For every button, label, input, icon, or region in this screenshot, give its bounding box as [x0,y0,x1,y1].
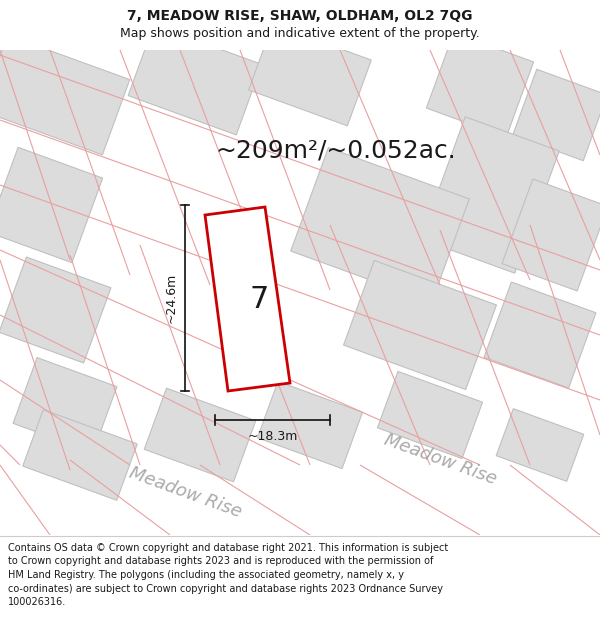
Text: ~209m²/~0.052ac.: ~209m²/~0.052ac. [215,138,456,162]
Text: Meadow Rise: Meadow Rise [381,431,499,489]
Polygon shape [344,261,496,389]
Polygon shape [128,25,262,135]
Polygon shape [496,409,584,481]
Polygon shape [291,148,469,302]
Text: 7, MEADOW RISE, SHAW, OLDHAM, OL2 7QG: 7, MEADOW RISE, SHAW, OLDHAM, OL2 7QG [127,9,473,23]
Text: Contains OS data © Crown copyright and database right 2021. This information is : Contains OS data © Crown copyright and d… [8,543,448,553]
Polygon shape [144,388,256,482]
Polygon shape [377,371,482,459]
Text: 7: 7 [250,284,269,314]
Polygon shape [0,257,111,363]
Polygon shape [484,282,596,388]
Text: Map shows position and indicative extent of the property.: Map shows position and indicative extent… [120,28,480,41]
Polygon shape [23,410,137,500]
Text: 100026316.: 100026316. [8,597,66,607]
Polygon shape [427,33,533,137]
Polygon shape [257,381,362,469]
Text: HM Land Registry. The polygons (including the associated geometry, namely x, y: HM Land Registry. The polygons (includin… [8,570,404,580]
Text: Meadow Rise: Meadow Rise [126,464,244,522]
Text: ~24.6m: ~24.6m [164,273,178,323]
Text: to Crown copyright and database rights 2023 and is reproduced with the permissio: to Crown copyright and database rights 2… [8,556,433,566]
Polygon shape [248,24,371,126]
Polygon shape [205,207,290,391]
Polygon shape [0,148,103,262]
Polygon shape [0,35,130,155]
Polygon shape [513,69,600,161]
Polygon shape [502,179,600,291]
Text: ~18.3m: ~18.3m [247,429,298,442]
Text: co-ordinates) are subject to Crown copyright and database rights 2023 Ordnance S: co-ordinates) are subject to Crown copyr… [8,584,443,594]
Polygon shape [13,357,117,452]
Polygon shape [421,117,559,273]
